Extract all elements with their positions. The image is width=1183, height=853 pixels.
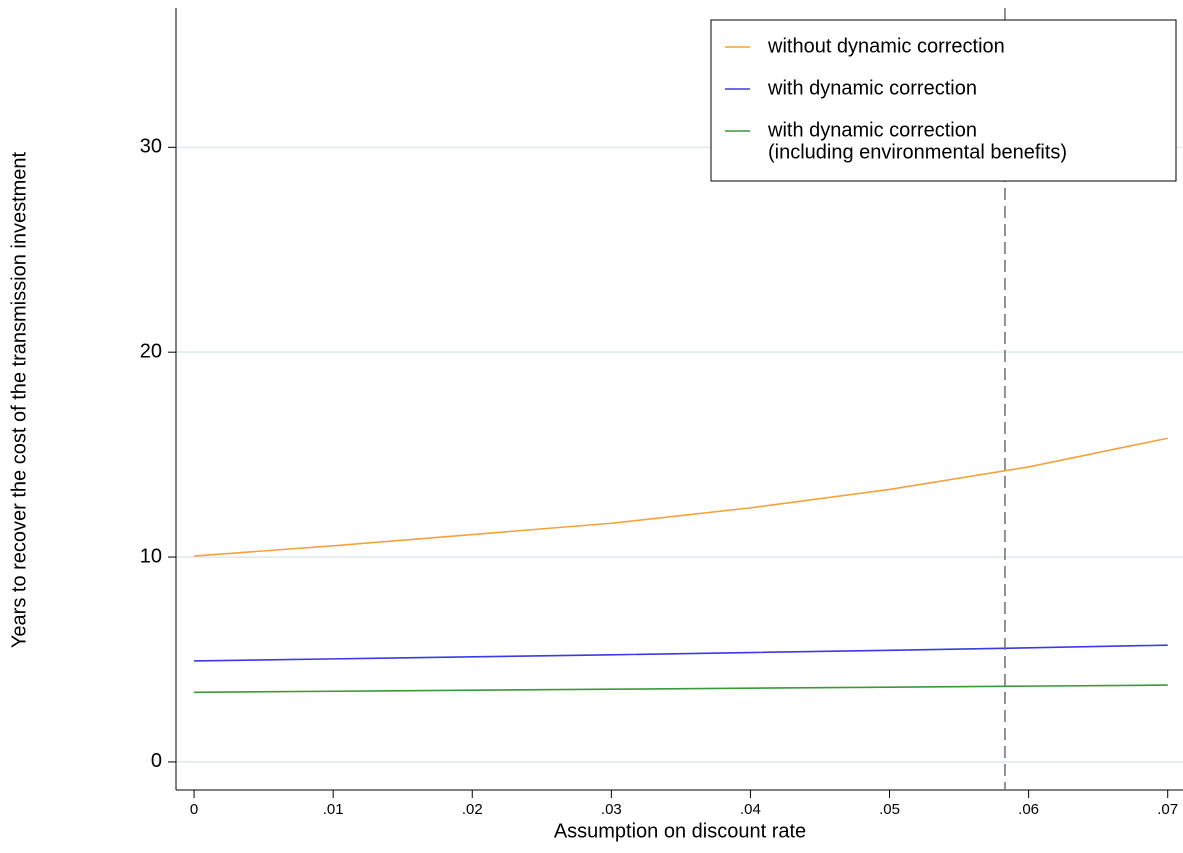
legend-label: without dynamic correction (767, 35, 1005, 57)
x-tick-label: .05 (879, 801, 900, 818)
series-line (194, 437, 1168, 557)
x-tick-label: .03 (601, 801, 622, 818)
x-tick-label: .02 (462, 801, 483, 818)
legend-box (710, 19, 1177, 182)
x-tick-label: .07 (1157, 801, 1178, 818)
x-axis-title: Assumption on discount rate (554, 820, 806, 842)
y-axis-title: Years to recover the cost of the transmi… (8, 151, 30, 648)
y-tick-label: 20 (140, 340, 162, 362)
y-tick-label: 10 (140, 545, 162, 567)
series-line (194, 644, 1168, 662)
legend-label: with dynamic correction (767, 119, 977, 141)
y-tick-label: 30 (140, 136, 162, 158)
x-tick-label: .06 (1018, 801, 1039, 818)
series-line (194, 684, 1168, 694)
legend-label: with dynamic correction (767, 77, 977, 99)
y-tick-label: 0 (151, 750, 162, 772)
x-tick-label: .04 (740, 801, 761, 818)
legend-label: (including environmental benefits) (768, 141, 1067, 163)
x-tick-label: .01 (323, 801, 344, 818)
x-tick-label: 0 (190, 801, 198, 818)
